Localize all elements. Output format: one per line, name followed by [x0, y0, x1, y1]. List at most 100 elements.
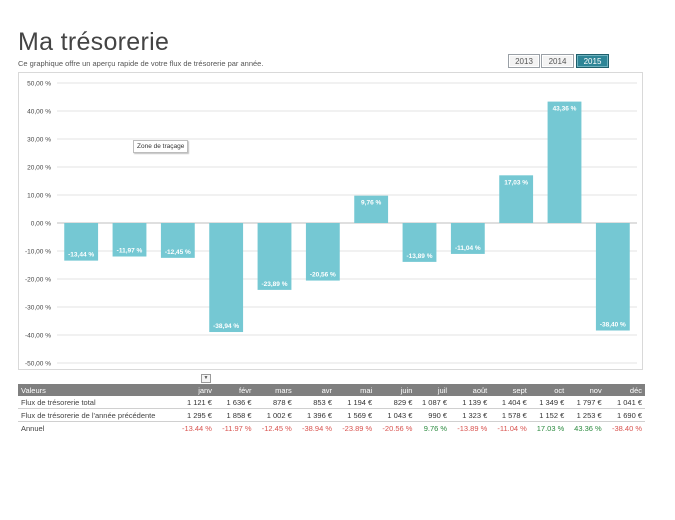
y-tick-label: 10,00 %: [27, 193, 51, 200]
column-header-janv: janv: [174, 384, 215, 396]
bar-mars[interactable]: [160, 223, 195, 258]
table-cell: 1 043 €: [375, 408, 416, 422]
filter-dropdown-icon[interactable]: ▼: [201, 374, 211, 383]
table-cell: 1 041 €: [604, 396, 645, 409]
table-cell: 1 636 €: [214, 396, 255, 409]
table-cell: 1 087 €: [415, 396, 451, 409]
annual-cell: -13.44 %: [181, 423, 212, 433]
table-cell: 990 €: [415, 408, 451, 422]
data-label-juin: -20,56 %: [310, 272, 336, 279]
annual-cell: 17.03 %: [536, 423, 565, 433]
column-header-févr: févr: [214, 384, 255, 396]
annual-cell: -38.94 %: [301, 423, 332, 433]
table-cell: 1 349 €: [529, 396, 568, 409]
data-label-avr: -38,94 %: [213, 323, 239, 330]
annual-cell: -11.04 %: [497, 423, 527, 433]
table-cell: 1 295 €: [174, 408, 215, 422]
y-tick-label: 40,00 %: [27, 109, 51, 116]
table-header-row: Valeurs janv févr mars avr mai juin juil août sep…: [18, 384, 645, 396]
annual-cell: -13.89 %: [457, 423, 488, 433]
bar-mai[interactable]: [257, 223, 292, 290]
data-label-déc: -38,40 %: [600, 322, 626, 329]
table-cell: 1 578 €: [490, 408, 530, 422]
table-cell: 1 569 €: [335, 408, 376, 422]
row-label: Flux de trésorerie total: [18, 396, 175, 409]
bar-août[interactable]: [402, 223, 437, 262]
data-label-nov: 43,36 %: [553, 106, 577, 113]
plot-area-tooltip: Zone de traçage: [133, 140, 189, 153]
y-tick-label: 20,00 %: [27, 165, 51, 172]
table-cell: 1 690 €: [604, 408, 645, 422]
table-cell: 853 €: [294, 396, 335, 409]
table-cell: 1 253 €: [567, 408, 605, 422]
row-label: Annuel: [21, 423, 45, 433]
bar-juil[interactable]: [354, 195, 389, 223]
column-header-mars: mars: [254, 384, 295, 396]
data-label-juil: 9,76 %: [361, 200, 381, 207]
bar-nov[interactable]: [547, 101, 582, 223]
header-values-label: Valeurs: [18, 384, 175, 396]
y-tick-label: -40,00 %: [25, 333, 51, 340]
page-title: Ma trésorerie: [18, 28, 170, 56]
table-cell: 1 121 €: [174, 396, 215, 409]
table-row: Flux de trésorerie de l'année précédente…: [18, 408, 645, 422]
column-header-avr: avr: [294, 384, 335, 396]
table-cell: 1 139 €: [450, 396, 491, 409]
y-tick-label: 0,00 %: [31, 221, 51, 228]
table-cell: 1 396 €: [294, 408, 335, 422]
data-label-févr: -11,97 %: [117, 248, 143, 255]
bar-févr[interactable]: [112, 223, 147, 257]
annual-cell: -38.40 %: [611, 423, 642, 433]
y-tick-label: 50,00 %: [27, 81, 51, 88]
column-header-mai: mai: [335, 384, 376, 396]
table-cell: 1 797 €: [567, 396, 605, 409]
table-cell: 1 404 €: [490, 396, 530, 409]
table-cell: 1 152 €: [529, 408, 568, 422]
table-cell: 1 323 €: [450, 408, 491, 422]
chart-area[interactable]: 50,00 % 40,00 % 30,00 % 20,00 % 10,00 % 0,00 …: [18, 72, 643, 370]
page-subtitle: Ce graphique offre un aperçu rapide de v…: [18, 59, 264, 68]
annual-cell: 9.76 %: [423, 423, 448, 433]
annual-cell: -11.97 %: [222, 423, 252, 433]
bar-juin[interactable]: [305, 223, 340, 281]
annual-cell: -23.89 %: [342, 423, 373, 433]
y-tick-label: -20,00 %: [25, 277, 51, 284]
column-header-nov: nov: [567, 384, 605, 396]
table-row: Flux de trésorerie total 1 121 €1 636 €87…: [18, 396, 645, 409]
table-cell: 1 194 €: [335, 396, 376, 409]
year-button-2013[interactable]: 2013: [508, 54, 540, 68]
annual-row: Annuel -13.44 % -11.97 % -12.45 % -38.94 % -2…: [18, 422, 645, 435]
table-cell: 1 858 €: [214, 408, 255, 422]
column-header-juin: juin: [375, 384, 416, 396]
bar-avr[interactable]: [209, 223, 244, 333]
column-header-sept: sept: [490, 384, 530, 396]
column-header-oct: oct: [529, 384, 568, 396]
y-tick-label: -10,00 %: [25, 249, 51, 256]
data-label-août: -13,89 %: [406, 253, 432, 260]
bar-oct[interactable]: [499, 175, 534, 223]
year-button-2014[interactable]: 2014: [541, 54, 574, 68]
y-tick-label: 30,00 %: [27, 137, 51, 144]
column-header-déc: déc: [604, 384, 645, 396]
annual-cell: -12.45 %: [261, 423, 292, 433]
bar-déc[interactable]: [595, 223, 630, 331]
annual-cell: 43.36 %: [574, 423, 602, 433]
annual-cell: -20.56 %: [382, 423, 413, 433]
bar-janv[interactable]: [64, 223, 99, 261]
y-tick-label: -30,00 %: [25, 305, 51, 312]
row-label: Flux de trésorerie de l'année précédente: [18, 408, 175, 422]
bar-sept[interactable]: [450, 223, 485, 254]
data-label-sept: -11,04 %: [455, 245, 481, 252]
data-table: Valeurs janv févr mars avr mai juin juil août sep…: [18, 384, 645, 434]
column-header-juil: juil: [415, 384, 451, 396]
table-cell: 878 €: [254, 396, 295, 409]
cashflow-bar-chart: 50,00 % 40,00 % 30,00 % 20,00 % 10,00 % 0,00 …: [25, 81, 637, 368]
year-button-2015[interactable]: 2015: [576, 54, 609, 68]
y-tick-label: -50,00 %: [25, 361, 51, 368]
data-label-janv: -13,44 %: [68, 252, 94, 259]
data-label-mai: -23,89 %: [261, 281, 287, 288]
column-header-août: août: [450, 384, 491, 396]
data-label-oct: 17,03 %: [504, 179, 528, 186]
table-cell: 829 €: [375, 396, 416, 409]
table-cell: 1 002 €: [254, 408, 295, 422]
